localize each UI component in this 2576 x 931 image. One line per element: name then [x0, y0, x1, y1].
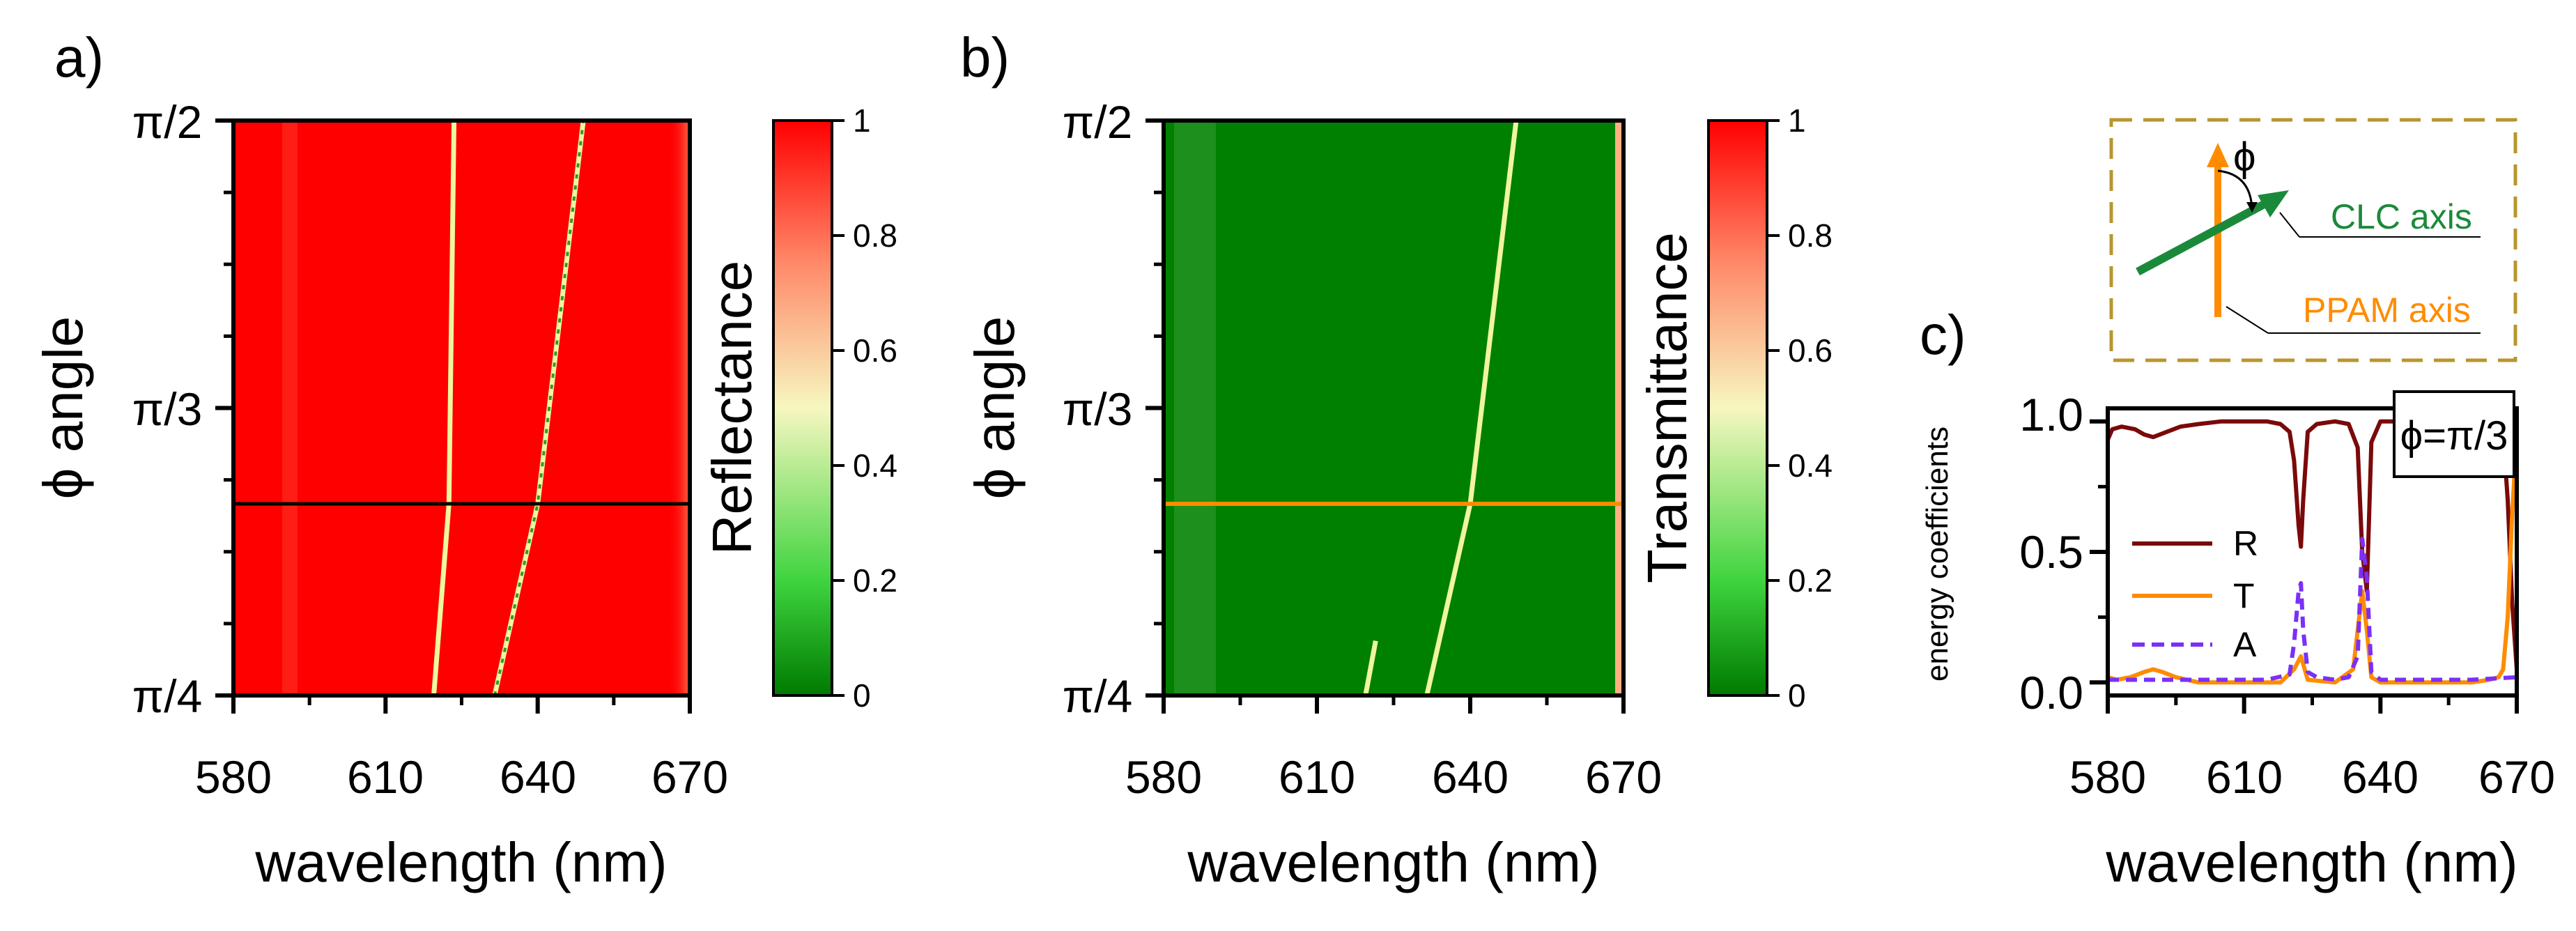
panel-a-xtick-640: 640 — [500, 751, 576, 803]
legend-label-a: A — [2233, 625, 2257, 664]
panel-a-cbar-label-3: 0.6 — [853, 332, 897, 369]
panel-a-colorbar — [772, 119, 833, 697]
inset-ppam-label: PPAM axis — [2303, 291, 2471, 330]
legend-label-t: T — [2233, 576, 2255, 615]
panel-c-ytick-1: 1.0 — [2019, 389, 2083, 440]
panel-a-colorbar-ticks: 0 0.2 0.4 0.6 0.8 1 — [832, 102, 897, 714]
inset-dashed-frame — [2109, 118, 2517, 362]
panel-b-faint-band — [1174, 121, 1216, 695]
ppam-arrowhead-icon — [2207, 143, 2229, 167]
panel-a-ytick-pi2: π/2 — [132, 96, 203, 148]
panel-c-ylabel: energy coefficients — [1920, 426, 1954, 682]
panel-b-ytick-pi2: π/2 — [1063, 96, 1133, 148]
panel-b-xtick-640: 640 — [1432, 751, 1509, 803]
panel-b-ytick-pi3: π/3 — [1063, 383, 1133, 435]
panel-b-label: b) — [960, 26, 1010, 89]
panel-b-xlabel: wavelength (nm) — [1187, 831, 1599, 893]
panel-a-xlabel: wavelength (nm) — [254, 831, 667, 893]
series-line-a — [2108, 537, 2517, 682]
panel-a-xtick-670: 670 — [651, 751, 728, 803]
panel-b-cbar-label-3: 0.6 — [1788, 332, 1833, 369]
inset-clc-label: CLC axis — [2331, 197, 2472, 236]
panel-b-ylabel: ϕ angle — [964, 316, 1026, 500]
panel-b-cbar-label-0: 0 — [1788, 677, 1806, 714]
panel-b-xtick-670: 670 — [1585, 751, 1662, 803]
panel-c-xlabel: wavelength (nm) — [2105, 831, 2517, 893]
panel-c-ytick-05: 0.5 — [2019, 526, 2083, 578]
ppam-label-leader — [2226, 306, 2269, 334]
panel-c-xtick-580: 580 — [2069, 751, 2146, 803]
panel-a-colorbar-label: Reflectance — [701, 261, 763, 555]
panel-c-ticks — [2090, 419, 2519, 714]
panel-b-colorbar — [1707, 119, 1768, 697]
panel-b-cbar-label-4: 0.8 — [1788, 217, 1833, 254]
panel-a-faint-band — [282, 121, 298, 695]
panel-a: a) π/2 π/3 π/4 580 610 640 670 wavelengt… — [32, 26, 897, 893]
panel-b-ticks — [1146, 118, 1626, 714]
panel-c: c) 580 610 640 670 0.0 0.5 1.0 wavelengt… — [1920, 304, 2555, 893]
legend-label-r: R — [2233, 524, 2258, 563]
panel-a-heatmap-background — [233, 121, 690, 695]
panel-c-legend: R T A — [2132, 524, 2258, 664]
panel-b-cbar-label-5: 1 — [1788, 102, 1806, 139]
clc-label-leader — [2279, 212, 2300, 238]
panel-a-cbar-label-0: 0 — [853, 677, 871, 714]
axis-inset: ϕ CLC axis PPAM axis — [2109, 118, 2517, 362]
panel-b: b) π/2 π/3 π/4 580 610 640 670 wavelengt… — [960, 26, 1833, 893]
panel-b-colorbar-label: Transmittance — [1636, 232, 1698, 583]
panel-a-ytick-pi3: π/3 — [132, 383, 203, 435]
panel-c-xtick-610: 610 — [2206, 751, 2283, 803]
panel-a-cbar-label-5: 1 — [853, 102, 871, 139]
panel-a-ylabel: ϕ angle — [32, 316, 94, 500]
inset-phi-label: ϕ — [2233, 134, 2255, 180]
panel-b-mode-1 — [1363, 640, 1378, 695]
panel-b-heatmap-background — [1164, 121, 1624, 695]
panel-c-ytick-0: 0.0 — [2019, 667, 2083, 718]
panel-a-cbar-label-2: 0.4 — [853, 447, 897, 484]
panel-a-edge-band — [669, 121, 690, 695]
phi-arc-arrowhead-icon — [2246, 202, 2258, 213]
panel-c-label: c) — [1920, 304, 1966, 366]
panel-b-cbar-label-2: 0.4 — [1788, 447, 1833, 484]
panel-b-xtick-610: 610 — [1279, 751, 1355, 803]
panel-c-xtick-640: 640 — [2342, 751, 2419, 803]
panel-a-xtick-580: 580 — [195, 751, 272, 803]
panel-b-xtick-580: 580 — [1125, 751, 1202, 803]
panel-a-cbar-label-4: 0.8 — [853, 217, 897, 254]
clc-arrowhead-icon — [2258, 190, 2289, 217]
panel-a-ticks — [215, 118, 692, 714]
panel-a-cbar-label-1: 0.2 — [853, 562, 897, 599]
panel-b-colorbar-ticks: 0 0.2 0.4 0.6 0.8 1 — [1767, 102, 1833, 714]
panel-a-ytick-pi4: π/4 — [132, 670, 203, 722]
panel-b-cbar-label-1: 0.2 — [1788, 562, 1833, 599]
clc-axis-arrow — [2136, 198, 2270, 276]
phi-annotation-text: ϕ=π/3 — [2400, 413, 2508, 459]
panel-b-ytick-pi4: π/4 — [1063, 670, 1133, 722]
phi-annotation-box — [2393, 390, 2515, 478]
panel-a-label: a) — [54, 26, 104, 89]
panel-c-xtick-670: 670 — [2478, 751, 2555, 803]
panel-a-xtick-610: 610 — [347, 751, 424, 803]
